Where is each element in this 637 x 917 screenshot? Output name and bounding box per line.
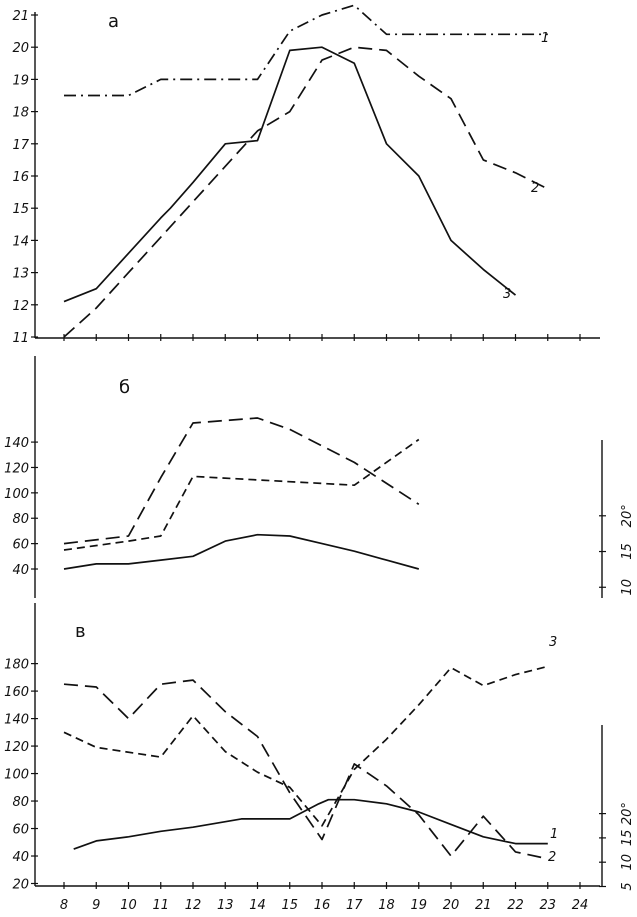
panel-2: 40 60 80 100 120 140 10 15 20° б bbox=[4, 356, 635, 598]
series-line-2 bbox=[63, 46, 549, 338]
y-tick-label: 18 bbox=[12, 106, 29, 121]
x-tick-label: 16 bbox=[314, 898, 331, 913]
x-tick-label: 15 bbox=[281, 898, 298, 913]
y2-tick-label: 10 bbox=[620, 579, 635, 596]
series-label-3: 3 bbox=[549, 635, 557, 650]
y-tick-label: 40 bbox=[12, 563, 29, 578]
series-line-2 bbox=[63, 679, 548, 860]
y-tick-label: 140 bbox=[4, 436, 29, 451]
y-tick-label: 17 bbox=[12, 138, 29, 153]
x-tick-label: 13 bbox=[217, 898, 234, 913]
y2-tick-label: 5 bbox=[620, 882, 635, 890]
series-line-1 bbox=[73, 798, 548, 850]
y-tick-label: 120 bbox=[4, 740, 29, 755]
y-tick-label: 40 bbox=[12, 850, 29, 865]
y-tick-label: 100 bbox=[4, 768, 29, 783]
y2-tick-label: 20° bbox=[620, 802, 635, 825]
y-tick-label: 60 bbox=[12, 538, 29, 553]
series-line-3 bbox=[63, 533, 420, 570]
y-tick-label: 160 bbox=[4, 685, 29, 700]
series-label-2: 2 bbox=[548, 850, 556, 865]
y-tick-label: 120 bbox=[4, 461, 29, 476]
y-tick-label: 80 bbox=[12, 795, 29, 810]
y-tick-label: 16 bbox=[12, 170, 29, 185]
series-label-1: 1 bbox=[550, 827, 558, 842]
series-line-3 bbox=[63, 46, 517, 303]
panel-3: 20 40 60 80 100 120 140 160 180 5 10 15 20° в 1 2 3 bbox=[4, 603, 635, 893]
x-tick-label: 17 bbox=[346, 898, 363, 913]
series-line-1 bbox=[64, 4, 548, 97]
y-tick-label: 60 bbox=[12, 823, 29, 838]
panel-letter: б bbox=[119, 377, 130, 398]
x-tick-label: 12 bbox=[185, 898, 202, 913]
series-label-3: 3 bbox=[503, 287, 511, 302]
y-tick-label: 12 bbox=[12, 299, 29, 314]
y-tick-label: 15 bbox=[12, 202, 29, 217]
y-tick-label: 180 bbox=[4, 658, 29, 673]
x-tick-label: 22 bbox=[507, 898, 524, 913]
x-tick-label: 24 bbox=[572, 898, 589, 913]
x-tick-label: 9 bbox=[92, 898, 100, 913]
series-label-1: 1 bbox=[541, 31, 549, 46]
y2-tick-label: 10 bbox=[620, 854, 635, 871]
series-label-2: 2 bbox=[531, 181, 539, 196]
y-tick-label: 20 bbox=[12, 878, 29, 893]
panel-letter: а bbox=[108, 11, 119, 32]
panel-letter: в bbox=[75, 621, 86, 642]
x-tick-label: 11 bbox=[152, 898, 169, 913]
y-tick-label: 20 bbox=[12, 41, 29, 56]
y-tick-label: 11 bbox=[12, 331, 29, 346]
x-tick-label: 21 bbox=[475, 898, 492, 913]
y2-tick-label: 15 bbox=[620, 830, 635, 847]
x-tick-label: 14 bbox=[249, 898, 266, 913]
y2-tick-label: 20° bbox=[620, 504, 635, 527]
x-tick-label: 20 bbox=[443, 898, 460, 913]
x-tick-label: 8 bbox=[60, 898, 68, 913]
x-tick-label: 18 bbox=[378, 898, 395, 913]
y-tick-label: 14 bbox=[12, 234, 29, 249]
series-line-3 bbox=[63, 665, 549, 827]
y-tick-label: 13 bbox=[12, 267, 29, 282]
series-line-1 bbox=[63, 417, 420, 545]
series-line-2 bbox=[63, 438, 420, 551]
y-tick-label: 19 bbox=[12, 73, 29, 88]
x-tick-label: 23 bbox=[539, 898, 556, 913]
y-tick-label: 140 bbox=[4, 713, 29, 728]
x-tick-label: 19 bbox=[410, 898, 427, 913]
y-tick-label: 100 bbox=[4, 487, 29, 502]
y2-tick-label: 15 bbox=[620, 543, 635, 560]
y-tick-label: 21 bbox=[12, 9, 29, 24]
x-tick-label: 10 bbox=[120, 898, 137, 913]
y-tick-label: 80 bbox=[12, 512, 29, 527]
